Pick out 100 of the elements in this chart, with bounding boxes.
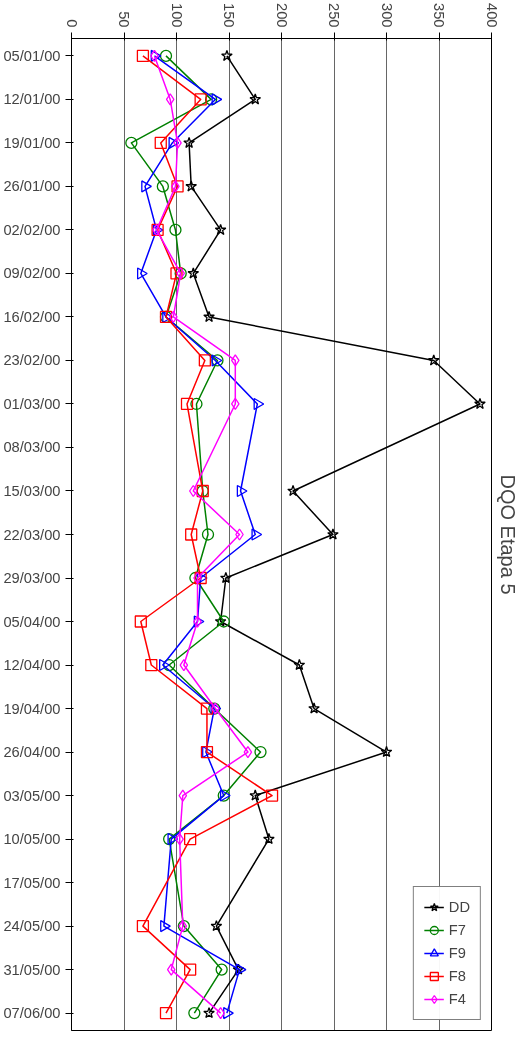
x-tick-label: 400 (483, 3, 500, 28)
point (145, 658, 158, 672)
point (380, 745, 393, 758)
point (194, 93, 207, 106)
point (219, 571, 232, 584)
point (201, 528, 215, 541)
y-tick-label: 23/02/00 (3, 352, 61, 369)
x-tick-label: 350 (431, 3, 447, 28)
point (203, 1006, 215, 1019)
point (251, 528, 263, 541)
point (190, 397, 203, 411)
point (165, 93, 175, 106)
y-tick-label: 05/04/00 (3, 613, 61, 630)
point (236, 484, 248, 498)
point (180, 397, 194, 411)
point (136, 267, 148, 280)
y-tick-label: 10/05/00 (3, 831, 61, 848)
point (184, 832, 197, 846)
x-tick-label: 200 (273, 3, 290, 28)
point (293, 658, 306, 671)
point (166, 963, 176, 976)
point (249, 93, 262, 105)
point (188, 484, 198, 498)
point (427, 354, 440, 366)
point (171, 180, 184, 193)
point (125, 136, 138, 150)
point (185, 180, 198, 192)
point (215, 963, 228, 976)
point (141, 180, 152, 193)
y-tick-label: 26/01/00 (3, 178, 61, 195)
point (203, 310, 215, 323)
y-tick-label: 05/01/00 (3, 47, 61, 64)
point (136, 49, 150, 63)
legend-label: DD (448, 899, 470, 915)
point (159, 1006, 173, 1020)
point (474, 397, 486, 410)
point (308, 702, 320, 714)
point (159, 49, 173, 63)
point (183, 136, 195, 149)
y-tick-label: 29/03/00 (3, 570, 61, 587)
point (134, 615, 147, 628)
point (169, 223, 182, 237)
point (254, 745, 267, 759)
point (221, 49, 233, 61)
point (178, 789, 188, 802)
legend-label: F8 (448, 968, 467, 984)
point (168, 136, 180, 150)
point (179, 658, 189, 672)
point (210, 919, 223, 932)
point (214, 223, 227, 236)
y-tick-label: 22/03/00 (3, 526, 61, 543)
point (249, 789, 262, 801)
point (185, 528, 198, 541)
point (163, 658, 176, 672)
y-tick-label: 15/03/00 (3, 482, 61, 499)
y-tick-label: 01/03/00 (3, 395, 61, 412)
x-tick-label: 0 (63, 19, 80, 28)
point (159, 658, 170, 672)
point (223, 1006, 234, 1020)
point (184, 963, 197, 976)
point (156, 180, 169, 193)
point (205, 93, 218, 106)
x-tick-label: 300 (378, 3, 395, 28)
point (136, 919, 150, 933)
y-tick-label: 02/02/00 (3, 221, 61, 238)
point (327, 528, 339, 540)
point (265, 789, 279, 802)
y-tick-label: 31/05/00 (3, 961, 61, 978)
point (263, 832, 275, 845)
point (160, 919, 171, 933)
x-tick-label: 250 (326, 3, 342, 28)
point (200, 702, 214, 715)
y-tick-label: 17/05/00 (3, 874, 61, 891)
point (188, 1006, 201, 1020)
x-tick-label: 150 (221, 3, 237, 28)
y-tick-label: 09/02/00 (3, 265, 61, 282)
x-tick-label: 50 (116, 11, 132, 28)
point (167, 832, 179, 846)
y-tick-label: 24/05/00 (3, 918, 61, 935)
point (154, 136, 167, 150)
y-tick-label: 12/04/00 (3, 657, 61, 674)
point (230, 397, 240, 411)
point (198, 354, 211, 367)
y-tick-label: 19/04/00 (3, 700, 61, 717)
point (287, 484, 299, 497)
y-tick-label: 08/03/00 (3, 439, 61, 456)
point (187, 267, 200, 279)
legend-label: F9 (448, 945, 467, 961)
y-tick-label: 03/05/00 (3, 787, 61, 804)
text: DQO Etapa 5 (496, 474, 519, 595)
y-tick-label: 16/02/00 (3, 308, 61, 325)
point (230, 354, 240, 367)
y-tick-label: 07/06/00 (3, 1005, 61, 1022)
point (211, 93, 223, 106)
point (253, 397, 265, 411)
point (163, 832, 176, 846)
legend-label: F4 (448, 991, 467, 1007)
y-tick-label: 12/01/00 (3, 91, 61, 108)
point (243, 745, 253, 759)
y-tick-label: 19/01/00 (3, 134, 61, 151)
